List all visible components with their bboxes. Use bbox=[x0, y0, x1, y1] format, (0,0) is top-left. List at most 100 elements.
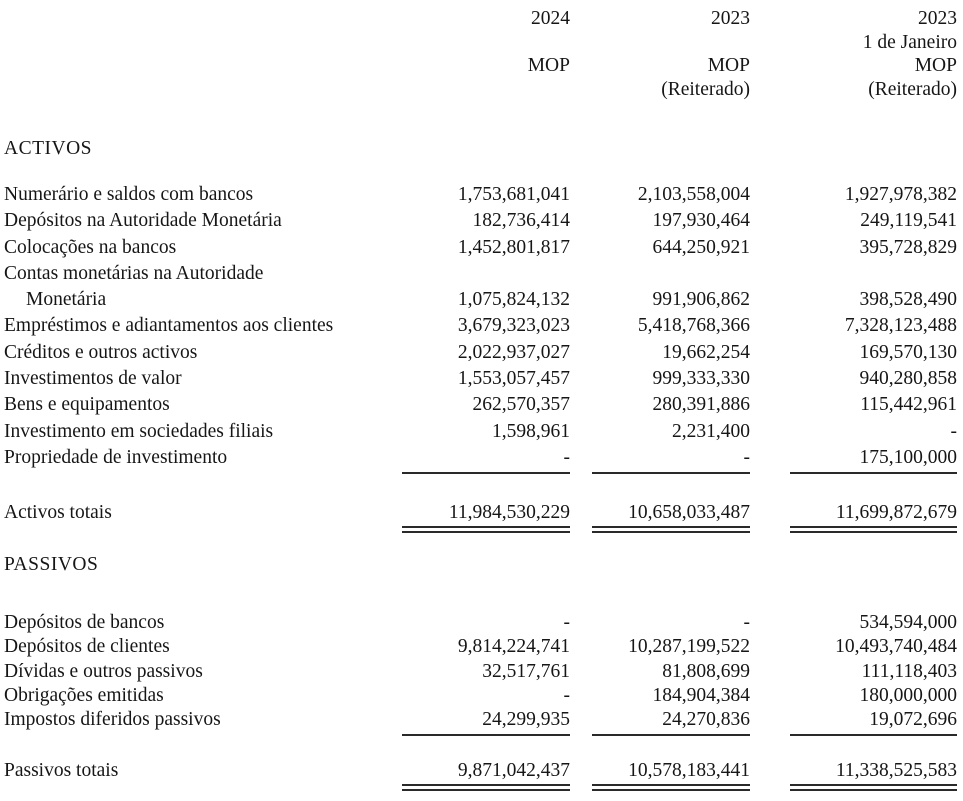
cell-value: 81,808,699 bbox=[662, 660, 750, 682]
cell-value: 115,442,961 bbox=[860, 394, 957, 416]
table-row: Investimento em sociedades filiais 1,598,… bbox=[4, 421, 957, 447]
cell-value: 991,906,862 bbox=[652, 289, 751, 311]
section-title-activos: ACTIVOS bbox=[4, 138, 93, 159]
row-label: Obrigações emitidas bbox=[4, 684, 164, 706]
cell-value: 249,119,541 bbox=[860, 210, 957, 232]
assets-total-row: Activos totais 11,984,530,229 10,658,033… bbox=[4, 502, 957, 534]
table-row: Contas monetárias na Autoridade bbox=[4, 263, 957, 289]
cell-value: 9,814,224,741 bbox=[457, 636, 570, 658]
col2-year: 2023 bbox=[711, 8, 750, 29]
section-liabilities: PASSIVOS Depósitos de bancos - - 534,594,00… bbox=[4, 554, 957, 792]
total-cell-value: 11,338,525,583 bbox=[790, 760, 957, 792]
row-label: Créditos e outros activos bbox=[4, 341, 198, 363]
cell-value: 175,100,000 bbox=[790, 447, 957, 474]
cell-value: 32,517,761 bbox=[482, 660, 570, 682]
header-restated-row: (Reiterado) (Reiterado) bbox=[4, 79, 957, 103]
table-row: Colocações na bancos 1,452,801,817 644,250… bbox=[4, 237, 957, 263]
row-label: Bens e equipamentos bbox=[4, 394, 170, 416]
total-cell-value: 11,984,530,229 bbox=[402, 502, 570, 534]
cell-value: 395,728,829 bbox=[859, 236, 958, 258]
cell-value: - bbox=[950, 420, 958, 442]
cell-value: 10,493,740,484 bbox=[835, 636, 957, 658]
column-headers: 2024 2023 2023 1 de Janeiro MOP MOP MOP … bbox=[4, 8, 957, 102]
cell-value: 280,391,886 bbox=[652, 394, 751, 416]
cell-value: 999,333,330 bbox=[652, 368, 751, 390]
cell-value: - bbox=[592, 447, 750, 474]
cell-value: 2,103,558,004 bbox=[637, 184, 750, 205]
header-currency-row: MOP MOP MOP bbox=[4, 55, 957, 79]
table-row: Bens e equipamentos 262,570,357 280,391,88… bbox=[4, 394, 957, 420]
assets-rows: Numerário e saldos com bancos 1,753,681,0… bbox=[4, 184, 957, 474]
cell-value: 3,679,323,023 bbox=[457, 315, 570, 337]
table-row: Depósitos na Autoridade Monetária 182,736… bbox=[4, 210, 957, 236]
total-cell-value: 9,871,042,437 bbox=[402, 760, 570, 792]
section-title-passivos: PASSIVOS bbox=[4, 554, 99, 576]
row-label: Colocações na bancos bbox=[4, 236, 177, 258]
row-label: Monetária bbox=[26, 289, 107, 311]
cell-value: 644,250,921 bbox=[652, 236, 751, 258]
cell-value: 10,287,199,522 bbox=[628, 636, 750, 658]
cell-value: 180,000,000 bbox=[859, 684, 958, 706]
col1-currency: MOP bbox=[527, 55, 570, 76]
col2-currency: MOP bbox=[707, 55, 750, 76]
table-row: Propriedade de investimento - - 175,100,000 bbox=[4, 446, 957, 474]
col3-year: 2023 bbox=[918, 8, 957, 29]
cell-value: 1,598,961 bbox=[492, 420, 570, 442]
table-row: Investimentos de valor 1,553,057,457 999,3… bbox=[4, 368, 957, 394]
cell-value: 262,570,357 bbox=[472, 394, 571, 416]
row-label: Depósitos de clientes bbox=[4, 636, 170, 658]
cell-value: 1,075,824,132 bbox=[457, 289, 570, 311]
row-label: Propriedade de investimento bbox=[4, 446, 228, 468]
col3-restated: (Reiterado) bbox=[868, 78, 957, 100]
cell-value: - bbox=[563, 684, 571, 706]
cell-value: 197,930,464 bbox=[652, 210, 751, 232]
header-date-row: 1 de Janeiro bbox=[4, 32, 957, 56]
row-label: Depósitos na Autoridade Monetária bbox=[4, 210, 282, 232]
row-label: Empréstimos e adiantamentos aos clientes bbox=[4, 315, 334, 337]
table-row: Depósitos de bancos - - 534,594,000 bbox=[4, 612, 957, 636]
col1-year: 2024 bbox=[531, 8, 570, 29]
cell-value: 534,594,000 bbox=[859, 612, 958, 634]
row-label: Investimento em sociedades filiais bbox=[4, 420, 274, 442]
cell-value: - bbox=[563, 612, 571, 634]
col2-restated: (Reiterado) bbox=[661, 78, 750, 100]
row-label: Contas monetárias na Autoridade bbox=[4, 262, 264, 284]
cell-value: 19,662,254 bbox=[662, 341, 750, 363]
row-label: Investimentos de valor bbox=[4, 368, 182, 390]
row-label: Depósitos de bancos bbox=[4, 612, 165, 634]
table-row: Impostos diferidos passivos 24,299,935 24,… bbox=[4, 709, 957, 737]
total-cell-value: 10,658,033,487 bbox=[592, 502, 750, 534]
cell-value: 1,927,978,382 bbox=[844, 184, 957, 205]
cell-value: 169,570,130 bbox=[859, 341, 958, 363]
cell-value: - bbox=[402, 447, 570, 474]
cell-value: 1,753,681,041 bbox=[457, 184, 570, 205]
cell-value: 24,270,836 bbox=[592, 709, 750, 737]
cell-value: 2,022,937,027 bbox=[457, 341, 570, 363]
total-cell-value: 10,578,183,441 bbox=[592, 760, 750, 792]
row-label: Dívidas e outros passivos bbox=[4, 660, 203, 682]
cell-value: 24,299,935 bbox=[402, 709, 570, 737]
table-row: Dívidas e outros passivos 32,517,761 81,80… bbox=[4, 661, 957, 685]
header-year-row: 2024 2023 2023 bbox=[4, 8, 957, 32]
total-row-label: Passivos totais bbox=[4, 760, 119, 782]
cell-value: 398,528,490 bbox=[859, 289, 958, 311]
liabilities-total-row: Passivos totais 9,871,042,437 10,578,183… bbox=[4, 760, 957, 792]
total-cell-value: 11,699,872,679 bbox=[790, 502, 957, 534]
cell-value: 7,328,123,488 bbox=[844, 315, 957, 337]
cell-value: 2,231,400 bbox=[672, 420, 750, 442]
table-row: Obrigações emitidas - 184,904,384 180,000,0… bbox=[4, 685, 957, 709]
cell-value: 182,736,414 bbox=[472, 210, 571, 232]
table-row: Créditos e outros activos 2,022,937,027 19… bbox=[4, 342, 957, 368]
total-row-label: Activos totais bbox=[4, 502, 112, 524]
cell-value: 5,418,768,366 bbox=[637, 315, 750, 337]
cell-value: 1,553,057,457 bbox=[457, 368, 570, 390]
cell-value: 184,904,384 bbox=[652, 684, 751, 706]
cell-value: 940,280,858 bbox=[859, 368, 958, 390]
section-assets: ACTIVOS Numerário e saldos com bancos 1,7… bbox=[4, 138, 957, 534]
liabilities-rows: Depósitos de bancos - - 534,594,000 Depósito… bbox=[4, 612, 957, 737]
row-label: Impostos diferidos passivos bbox=[4, 709, 221, 731]
col3-date-note: 1 de Janeiro bbox=[862, 31, 957, 53]
table-row: Monetária 1,075,824,132 991,906,862 398,528… bbox=[4, 289, 957, 315]
cell-value: 1,452,801,817 bbox=[457, 236, 570, 258]
